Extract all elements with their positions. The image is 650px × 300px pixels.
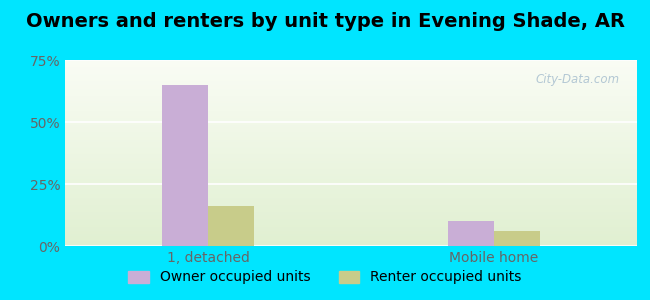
Bar [162,85,208,246]
Text: Owners and renters by unit type in Evening Shade, AR: Owners and renters by unit type in Eveni… [25,12,625,31]
Bar [208,206,254,246]
Legend: Owner occupied units, Renter occupied units: Owner occupied units, Renter occupied un… [123,265,527,290]
Bar [494,231,540,246]
Bar [448,221,494,246]
Text: City-Data.com: City-Data.com [536,73,620,86]
